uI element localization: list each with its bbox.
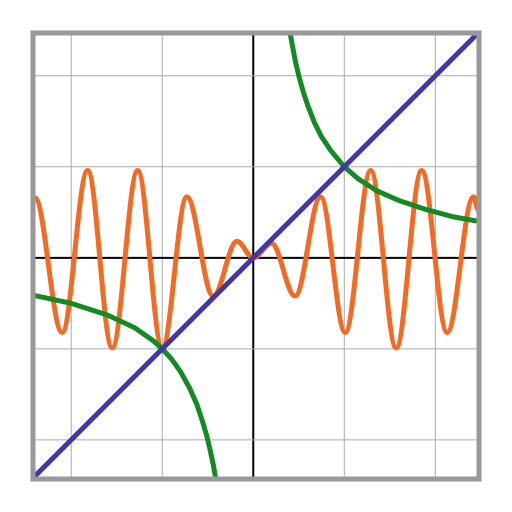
plot-border bbox=[30, 30, 482, 482]
curve bbox=[33, 33, 479, 479]
curve bbox=[33, 33, 479, 479]
curves bbox=[33, 33, 479, 479]
curve bbox=[33, 167, 479, 351]
